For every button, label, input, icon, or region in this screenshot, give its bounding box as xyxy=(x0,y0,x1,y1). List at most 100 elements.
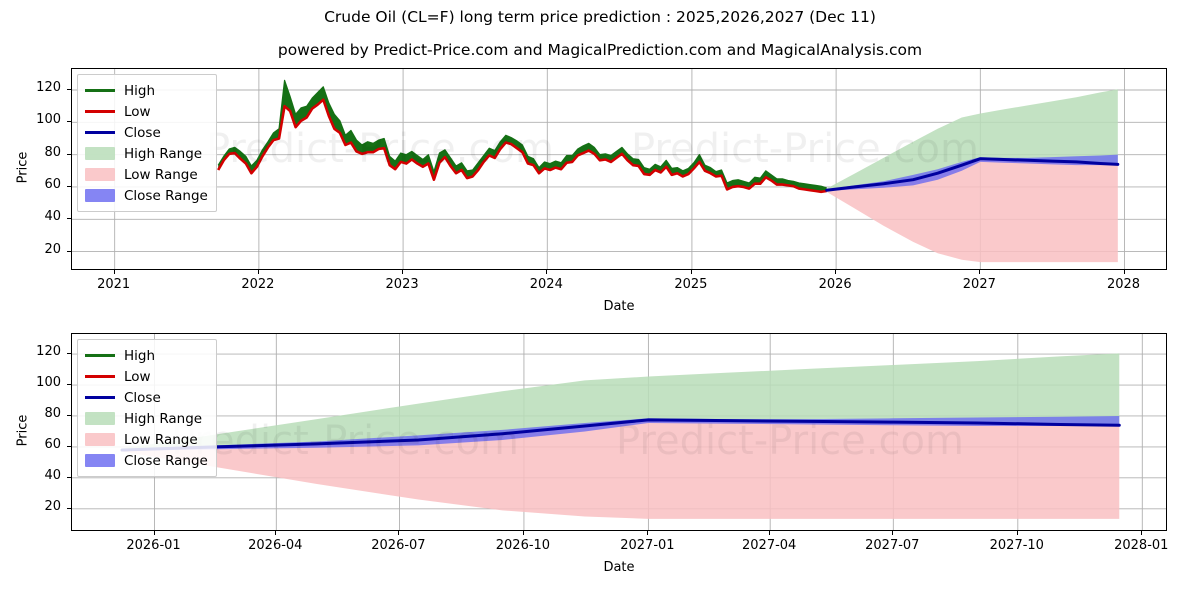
bottom-chart-y-tick xyxy=(67,353,71,355)
bottom-chart-legend: High Low Close High Range Low Range Close Ran… xyxy=(77,339,217,477)
bottom-chart-x-tick-label: 2027-10 xyxy=(989,538,1044,553)
legend-item-label: Close Range xyxy=(124,452,208,469)
legend-line-icon xyxy=(85,354,115,357)
top-chart-x-tick-label: 2022 xyxy=(241,277,275,292)
legend-item-label: Low xyxy=(124,103,151,120)
legend-line-icon xyxy=(85,131,115,134)
top-chart-x-tick-label: 2023 xyxy=(385,277,419,292)
legend-line-icon xyxy=(85,89,115,92)
top-chart-x-tick-label: 2026 xyxy=(818,277,852,292)
top-chart-x-tick-label: 2025 xyxy=(674,277,708,292)
top-chart-y-tick xyxy=(67,250,71,252)
top-chart-y-tick xyxy=(67,218,71,220)
bottom-chart-x-tick-label: 2026-01 xyxy=(126,538,181,553)
top-chart-x-tick xyxy=(402,270,404,274)
legend-item-label: Close Range xyxy=(124,187,208,204)
top-chart-x-tick-label: 2021 xyxy=(97,277,131,292)
top-legend-item-close-range[interactable]: Close Range xyxy=(85,185,208,206)
legend-item-label: Low xyxy=(124,368,151,385)
bottom-chart-x-tick-label: 2028-01 xyxy=(1114,538,1169,553)
legend-patch-icon xyxy=(85,189,115,202)
top-chart-legend: High Low Close High Range Low Range Close Ran… xyxy=(77,74,217,212)
bottom-chart-y-tick-label: 100 xyxy=(36,375,61,391)
top-chart-graphics xyxy=(72,69,1166,269)
top-chart-x-tick-label: 2027 xyxy=(962,277,996,292)
top-chart-x-tick xyxy=(257,270,259,274)
top-chart-x-tick xyxy=(546,270,548,274)
page-title: Crude Oil (CL=F) long term price predict… xyxy=(324,8,876,26)
top-chart-x-tick xyxy=(690,270,692,274)
bottom-chart-x-tick xyxy=(275,531,277,535)
bottom-chart-x-tick-label: 2027-04 xyxy=(742,538,797,553)
top-legend-item-close[interactable]: Close xyxy=(85,122,208,143)
bottom-chart-x-tick xyxy=(1141,531,1143,535)
bottom-chart-plot-area xyxy=(71,333,1167,531)
bottom-legend-item-close-range[interactable]: Close Range xyxy=(85,450,208,471)
legend-patch-icon xyxy=(85,433,115,446)
page-subtitle: powered by Predict-Price.com and Magical… xyxy=(277,41,923,59)
bottom-chart-x-tick xyxy=(769,531,771,535)
bottom-chart-y-tick xyxy=(67,445,71,447)
legend-patch-icon xyxy=(85,412,115,425)
bottom-legend-item-low[interactable]: Low xyxy=(85,366,208,387)
bottom-legend-item-high-range[interactable]: High Range xyxy=(85,408,208,429)
legend-line-icon xyxy=(85,396,115,399)
top-chart-x-tick xyxy=(979,270,981,274)
top-chart-y-tick-label: 20 xyxy=(44,241,61,257)
top-legend-item-high-range[interactable]: High Range xyxy=(85,143,208,164)
top-chart-y-axis-label: Price xyxy=(15,151,31,184)
top-chart-clip xyxy=(72,69,1166,269)
top-chart-y-tick-label: 40 xyxy=(44,209,61,225)
bottom-chart-x-tick xyxy=(1016,531,1018,535)
bottom-chart-clip xyxy=(72,334,1166,530)
bottom-legend-item-low-range[interactable]: Low Range xyxy=(85,429,208,450)
top-legend-item-high[interactable]: High xyxy=(85,80,208,101)
bottom-chart-y-tick-label: 80 xyxy=(44,405,61,421)
bottom-chart-x-tick xyxy=(892,531,894,535)
bottom-chart-x-tick xyxy=(398,531,400,535)
legend-line-icon xyxy=(85,375,115,378)
top-chart-x-tick xyxy=(835,270,837,274)
bottom-chart-x-tick-label: 2026-10 xyxy=(495,538,551,553)
top-chart-x-tick xyxy=(1123,270,1125,274)
bottom-chart-y-tick xyxy=(67,476,71,478)
top-chart-y-tick-label: 120 xyxy=(36,80,61,95)
legend-patch-icon xyxy=(85,454,115,467)
bottom-chart-x-tick xyxy=(522,531,524,535)
bottom-chart-x-tick xyxy=(647,531,649,535)
top-chart-y-tick xyxy=(67,89,71,90)
bottom-chart-y-tick-label: 40 xyxy=(44,467,61,483)
top-chart-y-tick-label: 80 xyxy=(44,144,61,160)
top-chart-x-tick-label: 2024 xyxy=(529,277,563,292)
bottom-chart-graphics xyxy=(72,334,1166,530)
legend-item-label: Low Range xyxy=(124,166,198,183)
bottom-chart-y-tick-label: 20 xyxy=(44,498,61,514)
bottom-chart-x-tick-label: 2027-07 xyxy=(865,538,920,553)
top-chart-y-tick xyxy=(67,185,71,187)
bottom-chart-x-tick-label: 2026-07 xyxy=(371,538,426,553)
legend-item-label: High Range xyxy=(124,410,203,427)
top-chart-y-tick-label: 100 xyxy=(36,112,61,128)
bottom-legend-item-high[interactable]: High xyxy=(85,345,208,366)
top-chart-x-tick-label: 2028 xyxy=(1106,277,1141,292)
legend-line-icon xyxy=(85,110,115,113)
top-chart-x-tick xyxy=(113,270,115,274)
top-legend-item-low-range[interactable]: Low Range xyxy=(85,164,208,185)
bottom-chart-y-tick-label: 120 xyxy=(36,344,61,360)
bottom-chart-x-tick xyxy=(153,531,155,535)
bottom-chart-y-tick xyxy=(67,414,71,416)
legend-item-label: Close xyxy=(124,389,161,406)
top-chart-x-axis-label: Date xyxy=(603,299,635,314)
bottom-chart-x-tick-label: 2026-04 xyxy=(248,538,303,553)
top-chart-y-tick-label: 60 xyxy=(44,176,61,192)
bottom-chart-x-axis-label: Date xyxy=(603,560,635,575)
bottom-chart-y-tick xyxy=(67,507,71,509)
legend-patch-icon xyxy=(85,168,115,181)
bottom-chart-x-tick-label: 2027-01 xyxy=(620,538,675,553)
legend-item-label: High xyxy=(124,347,156,364)
bottom-legend-item-close[interactable]: Close xyxy=(85,387,208,408)
top-legend-item-low[interactable]: Low xyxy=(85,101,208,122)
bottom-chart-y-tick-label: 60 xyxy=(44,436,61,452)
bottom-chart-y-axis-label: Price xyxy=(15,414,31,447)
